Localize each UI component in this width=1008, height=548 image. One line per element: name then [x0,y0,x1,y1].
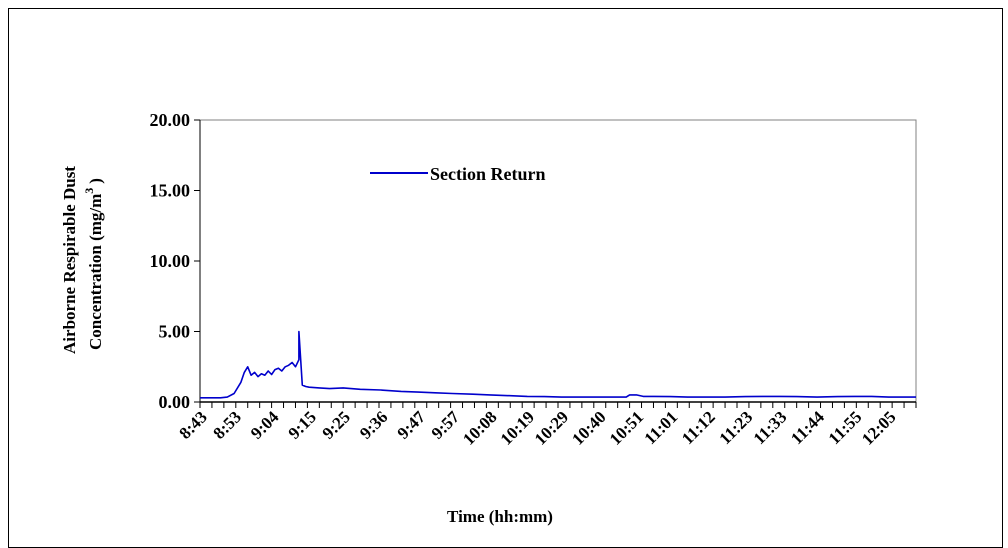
x-tick-label: 11:12 [678,407,719,448]
y-axis-title-line-1: Airborne Respirable Dust [60,166,79,354]
series-layer [200,330,916,399]
series-line [200,330,916,399]
y-axis: 20.00 15.00 10.00 5.00 0.00 [150,110,201,412]
x-tick-label: 8:43 [175,407,210,442]
y-tick-label: 5.00 [159,322,191,342]
x-axis-title: Time (hh:mm) [447,507,553,526]
x-tick-label: 11:01 [641,407,682,448]
x-tick-label: 10:19 [497,407,538,448]
plot-area [199,119,917,403]
x-tick-label: 9:04 [247,407,283,443]
x-tick-label: 10:29 [531,407,572,448]
x-tick-label: 10:08 [459,407,500,448]
x-tick-label: 11:44 [787,407,828,448]
y-tick-label: 20.00 [150,110,191,130]
x-tick-label: 11:23 [716,407,757,448]
x-tick-label: 8:53 [209,407,244,442]
x-tick-label: 11:55 [825,407,866,448]
y-tick-label: 0.00 [159,392,191,412]
x-tick-label: 9:47 [394,407,430,443]
y-axis-title-line-2: Concentration (mg/m3) [82,178,105,350]
x-tick-label: 11:33 [750,407,791,448]
x-tick-label: 10:40 [568,407,609,448]
x-axis: 8:438:53 9:04 9:159:25 9:36 9:479:5710:0810:… [175,401,917,449]
line-chart: 20.00 15.00 10.00 5.00 0.00 8:438:53 9:04 9:15… [60,110,917,526]
x-tick-label: 9:36 [356,407,391,442]
x-tick-label: 9:25 [319,407,354,442]
x-tick-label: 10:51 [606,407,647,448]
legend-label: Section Return [430,164,546,184]
x-tick-label: 9:15 [284,407,319,442]
x-tick-label: 9:57 [428,407,464,443]
legend: Section Return [370,164,546,184]
x-tick-label: 12:05 [858,407,899,448]
y-tick-label: 10.00 [150,251,191,271]
y-axis-title: Airborne Respirable Dust Concentration (… [60,166,105,354]
y-tick-label: 15.00 [150,181,191,201]
